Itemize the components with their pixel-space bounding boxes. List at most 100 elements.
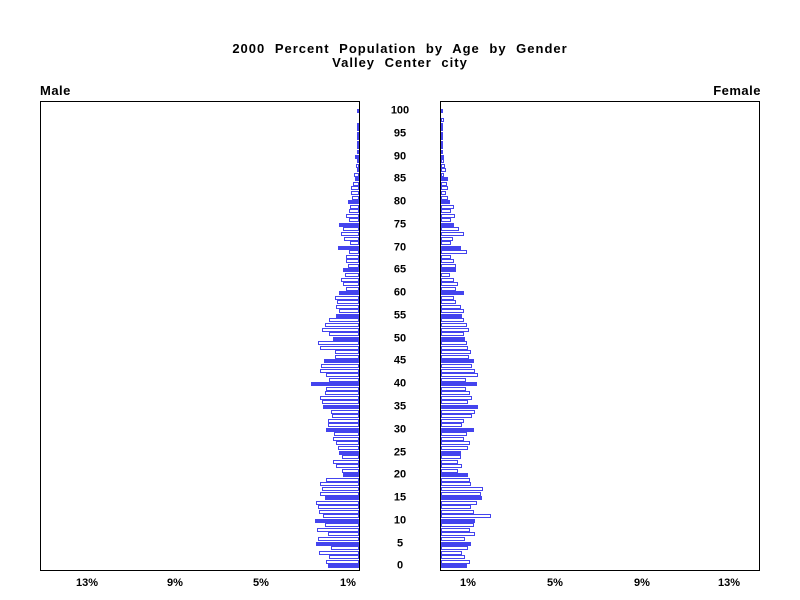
bar-female-age-9 xyxy=(441,523,474,528)
bar-male-age-3 xyxy=(319,550,359,555)
bar-female-age-55 xyxy=(441,313,462,318)
bar-male-age-65 xyxy=(343,268,359,273)
bar-female-age-29 xyxy=(441,432,467,437)
bar-female-age-75 xyxy=(441,222,454,227)
bar-female-age-72 xyxy=(441,236,453,241)
bar-male-age-64 xyxy=(345,272,359,277)
bar-female-age-1 xyxy=(441,559,470,564)
bar-female-age-16 xyxy=(441,491,481,496)
bar-female-age-49 xyxy=(441,341,467,346)
bar-female-age-28 xyxy=(441,436,464,441)
bar-female-age-73 xyxy=(441,231,464,236)
bar-male-age-9 xyxy=(325,523,359,528)
bar-male-age-31 xyxy=(328,423,359,428)
bar-male-age-45 xyxy=(324,359,359,364)
bar-male-age-30 xyxy=(326,427,359,432)
bar-male-age-58 xyxy=(337,300,359,305)
age-tick-50: 50 xyxy=(393,332,407,345)
bar-female-age-21 xyxy=(441,468,458,473)
age-tick-100: 100 xyxy=(390,104,410,117)
bar-female-age-0 xyxy=(441,564,467,569)
bar-female-age-56 xyxy=(441,309,464,314)
bar-male-age-41 xyxy=(329,377,359,382)
bar-male-age-28 xyxy=(333,436,359,441)
bar-male-age-6 xyxy=(318,537,359,541)
bar-female-age-98 xyxy=(441,118,444,123)
bar-female-age-52 xyxy=(441,327,469,332)
bar-male-age-47 xyxy=(335,350,359,355)
bar-female-age-62 xyxy=(441,282,458,286)
bar-female-age-57 xyxy=(441,304,461,309)
bar-female-age-80 xyxy=(441,200,450,205)
bar-female-age-89 xyxy=(441,159,444,164)
age-tick-80: 80 xyxy=(393,195,407,208)
bar-male-age-90 xyxy=(355,154,359,159)
bar-male-age-25 xyxy=(339,450,359,455)
bar-male-age-27 xyxy=(336,441,359,446)
bar-male-age-60 xyxy=(339,291,359,296)
bar-female-age-59 xyxy=(441,295,454,300)
bar-male-age-69 xyxy=(349,250,359,255)
bar-male-age-43 xyxy=(320,368,359,373)
bar-female-age-35 xyxy=(441,404,478,409)
bar-male-age-12 xyxy=(319,509,359,514)
age-tick-20: 20 xyxy=(393,468,407,481)
bar-female-age-40 xyxy=(441,382,477,387)
bar-female-age-43 xyxy=(441,368,475,373)
male-axis-label: Male xyxy=(40,83,71,98)
bar-male-age-24 xyxy=(342,455,359,459)
bar-male-age-95 xyxy=(357,131,359,136)
bar-female-age-95 xyxy=(441,131,443,136)
bar-male-age-92 xyxy=(357,145,359,150)
bar-female-age-60 xyxy=(441,291,464,296)
age-tick-95: 95 xyxy=(393,127,407,140)
bar-male-age-35 xyxy=(323,404,359,409)
age-tick-5: 5 xyxy=(396,537,404,549)
bar-male-age-85 xyxy=(355,177,359,182)
bar-male-age-29 xyxy=(334,432,359,437)
age-tick-10: 10 xyxy=(393,514,407,527)
bar-female-age-25 xyxy=(441,450,461,455)
bar-female-age-18 xyxy=(441,482,471,487)
age-tick-90: 90 xyxy=(393,150,407,162)
bar-female-age-17 xyxy=(441,486,483,491)
bar-female-age-96 xyxy=(441,127,443,132)
age-tick-45: 45 xyxy=(393,354,407,367)
female-pct-tick-13: 13% xyxy=(717,577,741,589)
female-panel xyxy=(440,101,760,571)
bar-female-age-86 xyxy=(441,172,444,177)
bar-male-age-14 xyxy=(316,500,359,505)
bar-male-age-94 xyxy=(357,136,359,141)
bar-male-age-20 xyxy=(343,473,359,478)
male-pct-tick-1: 1% xyxy=(340,577,356,589)
bar-female-age-66 xyxy=(441,263,456,268)
bar-male-age-36 xyxy=(322,400,359,405)
bar-male-age-66 xyxy=(348,263,359,268)
bar-female-age-14 xyxy=(441,500,477,505)
bar-male-age-21 xyxy=(342,468,359,473)
bar-male-age-76 xyxy=(349,218,359,223)
bar-female-age-15 xyxy=(441,496,482,500)
age-tick-70: 70 xyxy=(393,241,407,254)
bar-female-age-100 xyxy=(441,109,443,113)
bar-female-age-47 xyxy=(441,350,471,355)
bar-male-age-19 xyxy=(326,477,359,482)
age-tick-40: 40 xyxy=(393,377,407,390)
chart-title: 2000 Percent Population by Age by Gender xyxy=(232,41,568,56)
bar-female-age-67 xyxy=(441,259,454,264)
bar-female-age-38 xyxy=(441,391,470,396)
bar-male-age-39 xyxy=(326,386,359,391)
bar-female-age-26 xyxy=(441,445,468,450)
bar-female-age-71 xyxy=(441,241,451,245)
bar-male-age-61 xyxy=(346,286,359,291)
bar-male-age-10 xyxy=(315,518,359,523)
bar-female-age-92 xyxy=(441,145,443,150)
bar-male-age-37 xyxy=(320,395,359,400)
bar-female-age-65 xyxy=(441,268,456,273)
bar-male-age-48 xyxy=(320,345,359,350)
bar-male-age-8 xyxy=(317,527,359,532)
bar-female-age-27 xyxy=(441,441,470,446)
bar-female-age-50 xyxy=(441,336,465,341)
age-tick-55: 55 xyxy=(393,309,407,322)
bar-male-age-70 xyxy=(338,245,359,250)
